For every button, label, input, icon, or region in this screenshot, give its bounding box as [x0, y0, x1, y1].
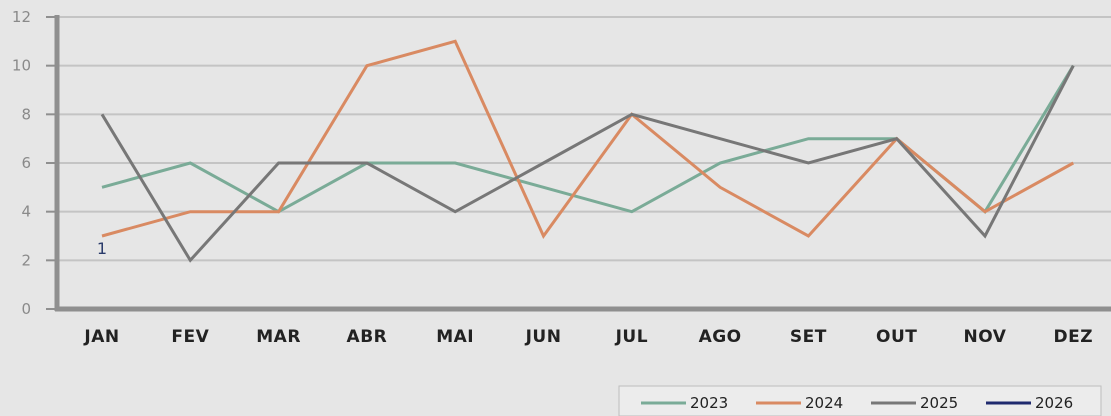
- legend-label-2023[interactable]: 2023: [690, 394, 728, 412]
- y-tick-label-10: 10: [12, 57, 31, 75]
- legend-label-2025[interactable]: 2025: [920, 394, 958, 412]
- series-line-2024: [101, 39, 1075, 239]
- x-tick-label-jan: JAN: [83, 327, 119, 347]
- legend-box: [618, 385, 1102, 416]
- y-tick-label-12: 12: [12, 8, 31, 26]
- y-tick-label-0: 0: [21, 300, 31, 318]
- x-tick-label-set: SET: [790, 327, 827, 347]
- x-tick-label-dez: DEZ: [1054, 327, 1094, 347]
- legend-label-2026[interactable]: 2026: [1035, 394, 1073, 412]
- series-line-2025: [100, 65, 1075, 263]
- legend-label-2024[interactable]: 2024: [805, 394, 843, 412]
- x-tick-label-ago: AGO: [699, 327, 742, 347]
- x-tick-label-fev: FEV: [171, 327, 209, 347]
- y-tick-label-4: 4: [21, 203, 31, 221]
- x-tick-label-jun: JUN: [525, 327, 562, 347]
- x-tick-label-out: OUT: [876, 327, 917, 347]
- x-tick-label-mai: MAI: [436, 327, 474, 347]
- x-tick-label-mar: MAR: [256, 327, 301, 347]
- y-tick-label-2: 2: [21, 251, 31, 269]
- y-tick-label-6: 6: [21, 154, 31, 172]
- x-tick-label-jul: JUL: [615, 327, 648, 347]
- x-tick-label-abr: ABR: [347, 327, 388, 347]
- y-tick-label-8: 8: [21, 105, 31, 123]
- data-label-0: 1: [97, 239, 107, 258]
- x-tick-label-nov: NOV: [964, 327, 1007, 347]
